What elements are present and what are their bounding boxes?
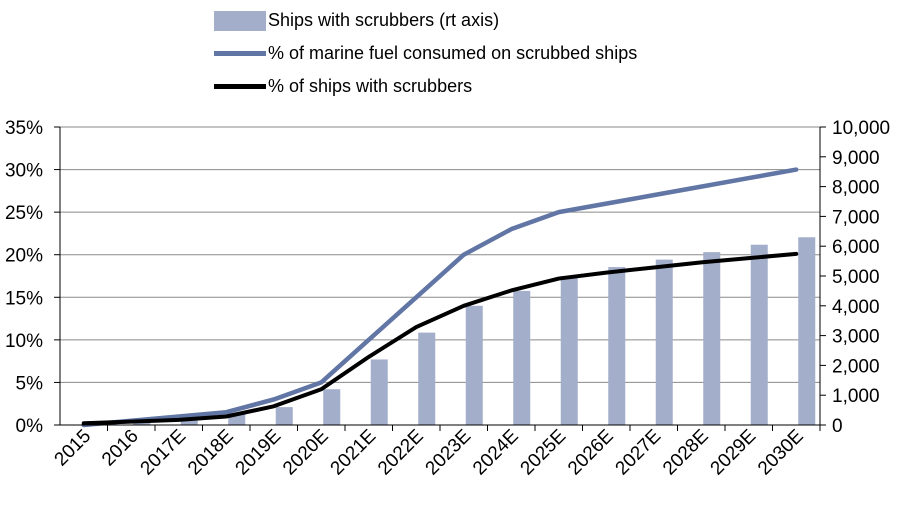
bar [608,267,626,425]
right-tick-label: 10,000 [832,118,890,139]
right-tick-label: 7,000 [832,207,880,228]
legend-item-bar: Ships with scrubbers (rt axis) [214,4,637,37]
x-tick-label: 2018E [184,426,238,480]
x-tick-label: 2023E [422,426,476,480]
left-tick-label: 25% [5,203,43,224]
right-tick-label: 5,000 [832,267,880,288]
x-tick-label: 2025E [517,426,571,480]
bar [655,259,673,425]
bar [180,419,198,425]
bar [323,389,341,425]
bar [560,276,578,425]
x-tick-label: 2017E [137,426,191,480]
x-tick-label: 2020E [279,426,333,480]
bar [133,422,151,425]
right-tick-label: 0 [832,416,843,437]
legend-label: % of marine fuel consumed on scrubbed sh… [268,43,638,63]
x-tick-label: 2028E [659,426,713,480]
bar [750,244,768,425]
left-tick-label: 20% [5,246,43,267]
line-series [81,167,799,428]
right-tick-label: 6,000 [832,237,880,258]
left-tick-label: 10% [5,331,43,352]
bar [228,413,246,425]
x-tick-label: 2026E [564,426,618,480]
right-tick-label: 8,000 [832,178,880,199]
x-tick-label: 2015 [51,426,96,471]
left-tick-label: 5% [16,373,44,394]
legend-label: % of ships with scrubbers [268,76,473,96]
legend-item-black-line: % of ships with scrubbers [214,70,637,103]
bar [703,252,721,425]
x-tick-label: 2024E [469,426,523,480]
x-tick-label: 2030E [754,426,808,480]
right-tick-label: 2,000 [832,356,880,377]
legend: Ships with scrubbers (rt axis) % of mari… [214,4,637,103]
x-tick-label: 2021E [327,426,381,480]
legend-swatch-black-line [214,84,266,89]
bar [275,407,293,425]
bar-series [85,237,816,425]
bar [465,305,483,425]
bar [418,332,436,425]
x-tick-label: 2022E [374,426,428,480]
right-tick-label: 3,000 [832,327,880,348]
grid-lines [60,126,820,426]
legend-label: Ships with scrubbers (rt axis) [268,10,500,30]
bar [513,290,531,425]
line-ships-with-scrubbers [81,251,799,426]
right-tick-label: 4,000 [832,297,880,318]
left-tick-label: 35% [5,118,43,139]
left-tick-label: 15% [5,288,43,309]
right-tick-label: 9,000 [832,148,880,169]
right-tick-label: 1,000 [832,386,880,407]
line-marine-fuel [81,167,799,428]
left-tick-label: 30% [5,161,43,182]
x-tick-label: 2027E [612,426,666,480]
legend-swatch-bar [214,10,266,31]
legend-swatch-blue-line [214,51,266,56]
legend-item-blue-line: % of marine fuel consumed on scrubbed sh… [214,37,637,70]
bar [798,237,816,425]
left-tick-label: 0% [16,416,44,437]
x-tick-label: 2029E [707,426,761,480]
x-tick-label: 2019E [232,426,286,480]
bar [370,359,388,425]
